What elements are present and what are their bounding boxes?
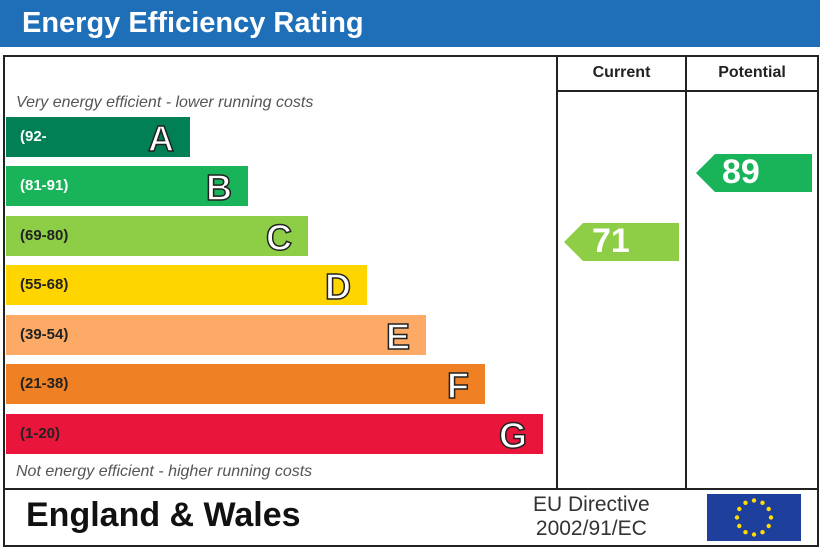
divider — [556, 90, 817, 92]
rating-bar-g: (1-20) G — [6, 414, 543, 457]
star-icon — [743, 530, 748, 535]
band-range: (21-38) — [20, 375, 69, 392]
star-icon — [766, 523, 771, 529]
star-icon — [751, 532, 757, 537]
divider — [685, 56, 687, 490]
band-letter: D — [324, 265, 352, 308]
column-header-potential: Potential — [718, 64, 786, 81]
divider — [556, 56, 558, 490]
chart-title: Energy Efficiency Rating — [22, 7, 364, 39]
chart-frame — [3, 55, 819, 547]
band-range: (1-20) — [20, 425, 61, 442]
star-icon — [766, 506, 771, 512]
star-icon — [743, 500, 748, 505]
band-range: (39-54) — [20, 326, 69, 343]
eu-directive: EU Directive 2002/91/EC — [533, 493, 650, 541]
star-icon — [760, 500, 765, 505]
star-icon — [734, 515, 740, 520]
current-rating-value: 71 — [592, 222, 630, 260]
eu-flag-icon — [707, 494, 801, 546]
rating-bar-b: (81-91) B — [6, 166, 248, 209]
potential-rating-value: 89 — [722, 153, 760, 191]
current-rating-arrow: 71 — [564, 222, 679, 261]
band-letter: B — [205, 166, 233, 209]
rating-bar-d: (55-68) D — [6, 265, 367, 308]
band-letter: A — [147, 117, 175, 160]
rating-bar-c: (69-80) C — [6, 216, 308, 259]
band-letter: C — [265, 216, 293, 259]
country-label: England & Wales — [26, 496, 301, 534]
band-letter: F — [446, 364, 470, 407]
column-header-current: Current — [592, 64, 651, 81]
star-icon — [768, 515, 774, 520]
directive-line1: EU Directive — [533, 493, 650, 516]
band-range: (81-91) — [20, 177, 69, 194]
star-icon — [737, 523, 742, 529]
bottom-note: Not energy efficient - higher running co… — [16, 463, 313, 480]
directive-line2: 2002/91/EC — [535, 517, 647, 540]
rating-bar-f: (21-38) F — [6, 364, 485, 407]
potential-rating-arrow: 89 — [696, 153, 812, 192]
band-letter: G — [498, 414, 528, 457]
band-range: (55-68) — [20, 276, 69, 293]
star-icon — [760, 530, 765, 535]
rating-bar-a: (92- A — [6, 117, 190, 160]
star-icon — [751, 498, 757, 503]
band-range: (92- — [20, 128, 47, 145]
divider — [4, 488, 817, 490]
title-bar — [0, 0, 820, 47]
rating-bar-e: (39-54) E — [6, 315, 426, 358]
top-note: Very energy efficient - lower running co… — [16, 94, 314, 111]
star-icon — [737, 506, 742, 512]
band-range: (69-80) — [20, 227, 69, 244]
band-letter: E — [385, 315, 411, 358]
